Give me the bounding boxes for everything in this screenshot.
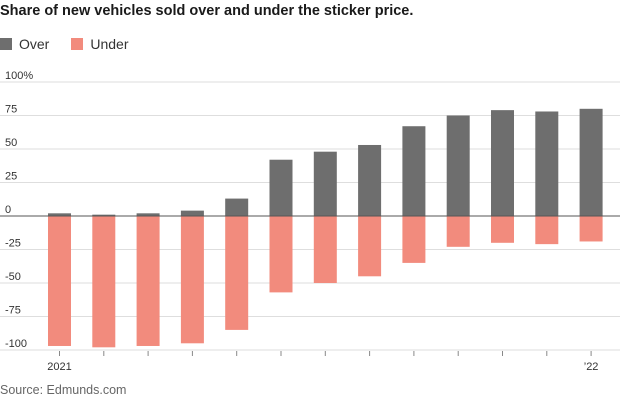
- y-tick-label: -100: [5, 338, 27, 350]
- source-note: Source: Edmunds.com: [0, 383, 127, 397]
- bar-over: [225, 198, 249, 216]
- bar-under: [358, 216, 382, 277]
- y-tick-label: -50: [5, 271, 21, 283]
- bar-over: [269, 159, 293, 216]
- y-tick-label: -25: [5, 238, 21, 250]
- bar-under: [269, 216, 293, 293]
- bar-over: [358, 144, 382, 216]
- y-tick-label: -75: [5, 305, 21, 317]
- legend: Over Under: [0, 36, 150, 52]
- y-tick-label: 75: [5, 104, 17, 116]
- legend-label-under: Under: [90, 36, 129, 52]
- bar-over: [579, 108, 603, 216]
- bar-over: [313, 151, 337, 216]
- bar-under: [313, 216, 337, 283]
- y-tick-label: 50: [5, 137, 17, 149]
- legend-label-over: Over: [19, 36, 50, 52]
- y-tick-label: 25: [5, 171, 17, 183]
- bar-over: [48, 213, 71, 216]
- bar-over: [491, 110, 514, 216]
- bar-under: [535, 216, 559, 245]
- bar-under: [402, 216, 426, 263]
- bar-chart: 100% 75 50 25 0 -25 -50 -75 -100 2021 ’22: [0, 70, 620, 373]
- bar-under: [136, 216, 160, 346]
- bar-over: [402, 126, 426, 216]
- y-tick-label: 0: [5, 204, 11, 216]
- y-tick-label: 100%: [5, 70, 33, 82]
- bar-under: [92, 216, 116, 348]
- legend-item-under: Under: [71, 36, 128, 52]
- chart-title: Share of new vehicles sold over and unde…: [0, 3, 414, 19]
- x-tick-label: ’22: [584, 361, 599, 373]
- bar-under: [446, 216, 470, 247]
- bar-over: [92, 214, 116, 216]
- bar-under: [180, 216, 204, 344]
- bar-over: [446, 115, 470, 216]
- legend-item-over: Over: [0, 36, 49, 52]
- bar-under: [48, 216, 71, 346]
- bar-under: [579, 216, 603, 242]
- bar-under: [491, 216, 514, 243]
- x-tick-label: 2021: [47, 361, 71, 373]
- bar-over: [180, 210, 204, 216]
- legend-swatch-over: [0, 38, 12, 50]
- legend-swatch-under: [71, 38, 84, 50]
- bar-over: [535, 111, 559, 216]
- bar-under: [225, 216, 249, 330]
- bar-over: [136, 213, 160, 216]
